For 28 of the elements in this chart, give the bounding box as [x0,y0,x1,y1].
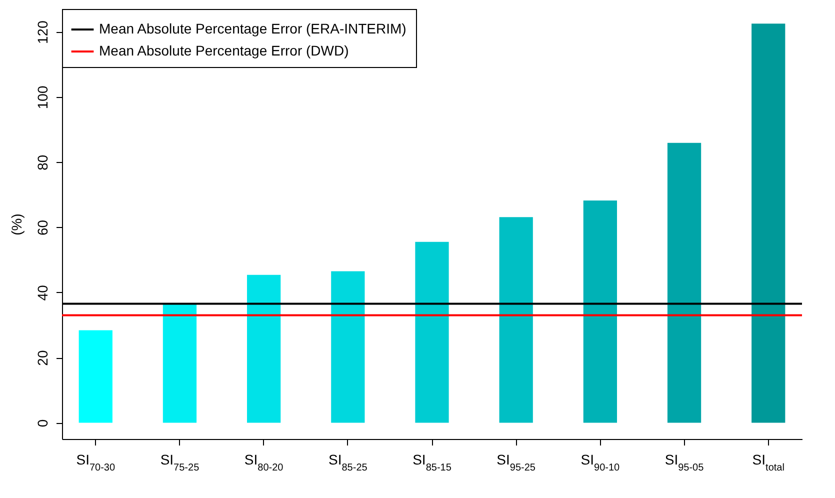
x-tick-label: SI$_{95-05}$ [664,452,704,473]
bar [752,24,786,423]
bar [667,142,702,423]
x-tick-label: SI$_{90-10}$ [580,452,620,473]
legend-label: Mean Absolute Percentage Error (ERA-INTERIM) [99,20,406,36]
bar [162,303,197,423]
x-tick-label: SI$_{95-25}$ [496,452,536,473]
y-tick-label: 60 [34,220,50,236]
y-tick-label: 80 [34,154,50,170]
bar [78,330,112,423]
bar [583,200,617,423]
y-tick-label: 0 [34,419,50,428]
y-tick-label: 40 [34,284,50,301]
y-tick-label: 120 [34,20,50,44]
x-tick-label: SI$_{80-20}$ [244,452,284,473]
y-tick-label: 100 [34,86,50,110]
x-tick-label: SI$_{85-25}$ [328,452,368,473]
x-tick-label: SI$_{85-15}$ [412,452,452,473]
legend-label: Mean Absolute Percentage Error (DWD) [99,42,349,58]
x-tick-label: SI$_{total}$ [752,452,784,473]
x-tick-label: SI$_{70-30}$ [76,452,116,473]
bar [415,242,449,423]
bar [331,271,365,423]
y-axis-title: (%) [8,214,24,236]
y-tick-label: 20 [34,350,50,366]
bar [247,274,281,423]
x-tick-label: SI$_{75-25}$ [160,452,200,473]
bar [499,217,533,423]
